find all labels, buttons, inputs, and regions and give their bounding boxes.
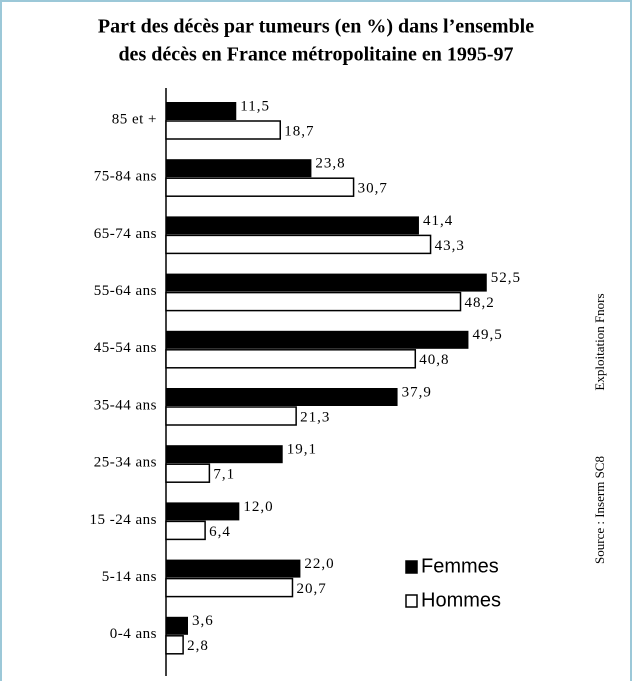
legend-label: Hommes [421,589,501,611]
value-label: 40,8 [419,352,449,368]
y-tick-label: 35-44 ans [94,397,157,413]
value-label: 3,6 [192,613,214,629]
y-tick-label: 5-14 ans [102,569,157,585]
bar [165,406,297,426]
value-label: 21,3 [300,409,330,425]
bar [165,463,211,483]
y-tick-label: 45-54 ans [94,340,157,356]
bar [166,502,240,521]
value-label: 37,9 [402,384,432,400]
chart-title: Part des décès par tumeurs (en %) dans l… [98,16,534,38]
bar [165,120,282,140]
value-label: 20,7 [296,581,326,597]
value-label: 7,1 [213,467,235,483]
bar [166,273,487,292]
y-tick-label: 25-34 ans [94,455,157,471]
legend-swatch [405,594,418,608]
value-label: 49,5 [472,327,502,343]
value-label: 22,0 [304,556,334,572]
bar [165,349,417,369]
value-label: 11,5 [240,98,270,114]
y-tick-label: 85 et + [112,111,157,127]
y-tick-label: 65-74 ans [94,226,157,242]
bar [166,445,283,464]
value-label: 41,4 [423,213,453,229]
bar [165,291,462,312]
legend-swatch [405,560,418,574]
bar [166,216,419,235]
bar [166,616,188,635]
value-label: 48,2 [465,295,495,311]
bar [165,520,206,541]
y-tick-label: 0-4 ans [110,626,157,642]
value-label: 6,4 [209,524,231,540]
annotation: Exploitation Fnors [592,293,607,390]
bar [165,635,184,655]
bar [166,102,237,120]
y-tick-label: 15 -24 ans [90,512,158,528]
bar [165,177,355,197]
bar [166,330,469,349]
value-label: 52,5 [491,270,521,286]
annotation: Source : Inserm SC8 [592,456,607,564]
legend-label: Femmes [421,555,499,577]
value-label: 2,8 [187,638,209,654]
value-label: 43,3 [435,238,465,254]
value-label: 18,7 [284,123,314,139]
bar [166,159,312,178]
value-label: 23,8 [315,156,345,172]
value-label: 30,7 [358,181,388,197]
y-tick-label: 75-84 ans [94,169,157,185]
bar [165,577,294,598]
chart-title: des décès en France métropolitaine en 19… [118,44,513,66]
y-tick-label: 55-64 ans [94,283,157,299]
bar [166,559,301,578]
value-label: 12,0 [243,499,273,515]
bar [166,388,398,406]
bar [165,234,432,255]
value-label: 19,1 [287,442,317,458]
